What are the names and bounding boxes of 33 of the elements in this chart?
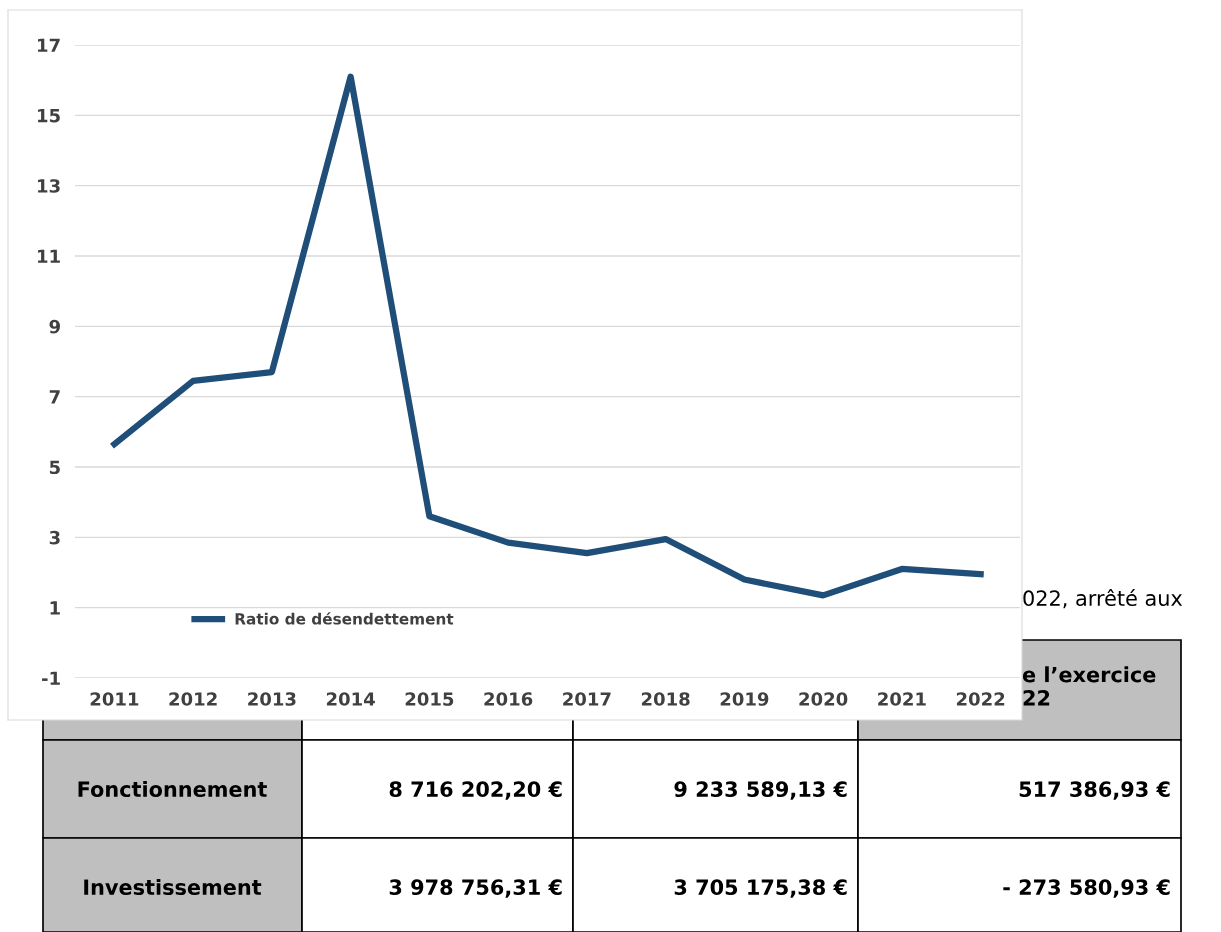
x-tick-label: 2018: [641, 692, 690, 706]
legend-label: Ratio de désendettement: [235, 612, 454, 625]
x-tick-label: 2011: [90, 692, 139, 706]
text: e l’exercice 22: [1022, 666, 1156, 706]
x-tick-label: 2015: [405, 692, 454, 706]
x-tick-label: 2012: [169, 692, 217, 706]
text: 8 716 202,20 €: [389, 781, 562, 800]
x-tick-label: 2013: [248, 692, 296, 706]
text: 9 233 589,13 €: [674, 781, 847, 800]
y-tick-label: 17: [38, 38, 60, 52]
text: 3 978 756,31 €: [389, 879, 562, 898]
x-tick-label: 2022: [956, 692, 1005, 706]
x-tick-label: 2019: [720, 692, 769, 706]
y-tick-label: 7: [49, 390, 60, 404]
x-tick-label: 2017: [563, 692, 611, 706]
text: Investissement: [84, 878, 262, 896]
y-tick-label: 9: [49, 319, 60, 334]
text: 517 386,93 €: [1019, 781, 1170, 800]
text: Fonctionnement: [78, 780, 267, 798]
x-tick-label: 2014: [326, 692, 375, 706]
y-tick-label: 3: [49, 530, 60, 545]
x-tick-label: 2016: [484, 692, 533, 706]
y-tick-label: 1: [50, 601, 60, 615]
y-tick-label: 11: [38, 249, 60, 263]
y-tick-label: 15: [38, 109, 60, 123]
x-tick-label: 2021: [878, 692, 926, 706]
y-tick-label: 13: [38, 179, 60, 193]
y-tick-label: 5: [49, 460, 60, 475]
text: 022, arrêté aux: [1023, 589, 1183, 609]
text: 3 705 175,38 €: [674, 879, 847, 898]
x-tick-label: 2020: [799, 692, 848, 706]
text: - 273 580,93 €: [1003, 879, 1170, 898]
y-tick-label: -1: [42, 671, 60, 685]
